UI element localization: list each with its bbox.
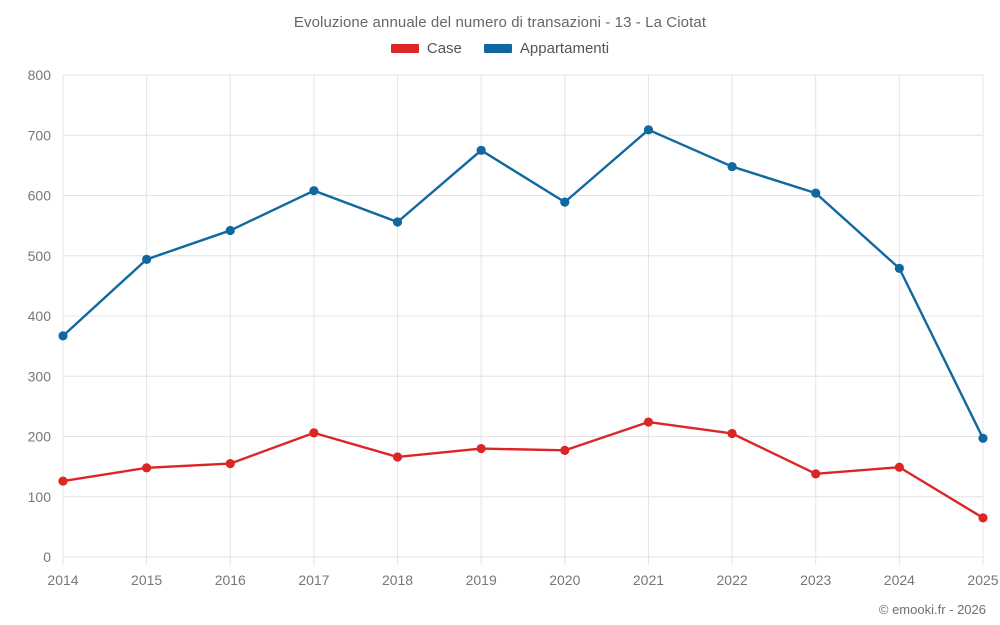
chart-title: Evoluzione annuale del numero di transaz… (293, 14, 707, 31)
y-axis-tick-label: 300 (28, 368, 52, 384)
series-line-case (61, 420, 985, 520)
data-point-appartamenti-2019[interactable] (476, 145, 486, 155)
legend-swatch-appartamenti (483, 44, 512, 53)
x-axis-tick-label: 2017 (298, 572, 329, 588)
y-axis-tick-label: 500 (28, 248, 52, 264)
x-axis-tick-label: 2015 (131, 572, 162, 588)
y-axis-tick-label: 800 (28, 67, 52, 83)
data-point-appartamenti-2017[interactable] (309, 186, 319, 196)
data-point-appartamenti-2024[interactable] (894, 263, 904, 274)
legend-label-appartamenti: Appartamenti (519, 40, 610, 57)
data-series-layer (58, 125, 988, 523)
y-axis-tick-label: 0 (43, 549, 51, 565)
data-point-appartamenti-2014[interactable] (58, 331, 68, 341)
data-point-case-2020[interactable] (560, 445, 570, 455)
data-point-appartamenti-2025[interactable] (978, 433, 988, 443)
data-point-appartamenti-2018[interactable] (392, 217, 403, 227)
y-axis-tick-labels: 0 100 200 300 400 500 600 700 800 (28, 67, 52, 565)
series-line-appartamenti (61, 128, 985, 440)
x-axis-tick-label: 2020 (549, 572, 580, 588)
x-axis-tick-labels: 2014 2015 2016 2017 2018 2019 2020 2021 2022 2023… (47, 572, 998, 588)
data-point-case-2019[interactable] (476, 443, 486, 454)
data-point-case-2016[interactable] (225, 459, 235, 469)
data-point-case-2015[interactable] (142, 463, 152, 473)
y-axis-tick-label: 600 (28, 188, 52, 204)
x-axis-tick-label: 2014 (47, 572, 78, 588)
x-axis-tick-label: 2018 (382, 572, 413, 588)
data-point-appartamenti-2020[interactable] (560, 197, 570, 207)
x-axis-tick-label: 2019 (466, 572, 497, 588)
data-point-appartamenti-2023[interactable] (811, 188, 821, 198)
data-point-case-2025[interactable] (978, 513, 988, 523)
grid-lines (62, 74, 984, 565)
data-point-appartamenti-2015[interactable] (142, 254, 152, 264)
legend-item-case[interactable]: Case (390, 40, 462, 57)
x-axis-tick-label: 2023 (800, 572, 831, 588)
x-axis-tick-label: 2021 (633, 572, 664, 588)
legend-label-case: Case (426, 40, 462, 57)
x-axis-tick-label: 2024 (884, 572, 915, 588)
data-point-appartamenti-2016[interactable] (225, 225, 235, 236)
data-point-case-2021[interactable] (643, 417, 654, 427)
footer-credit: © emooki.fr - 2026 (878, 602, 986, 617)
data-point-appartamenti-2022[interactable] (727, 161, 737, 172)
y-axis-tick-label: 400 (28, 308, 52, 324)
y-axis-tick-label: 100 (28, 489, 52, 505)
data-point-case-2018[interactable] (392, 452, 403, 462)
data-point-case-2023[interactable] (811, 469, 821, 479)
y-axis-tick-label: 700 (28, 127, 52, 143)
x-axis-tick-label: 2016 (215, 572, 246, 588)
legend-item-appartamenti[interactable]: Appartamenti (483, 40, 610, 57)
x-axis-tick-label: 2025 (967, 572, 998, 588)
y-axis-tick-label: 200 (28, 429, 52, 445)
data-point-case-2024[interactable] (894, 462, 904, 472)
chart-legend: Case Appartamenti (0, 40, 1000, 57)
data-point-appartamenti-2021[interactable] (643, 125, 654, 135)
legend-swatch-case (390, 44, 419, 53)
data-point-case-2017[interactable] (309, 428, 319, 438)
data-point-case-2022[interactable] (727, 428, 737, 439)
data-point-case-2014[interactable] (58, 476, 68, 486)
x-axis-tick-label: 2022 (717, 572, 748, 588)
